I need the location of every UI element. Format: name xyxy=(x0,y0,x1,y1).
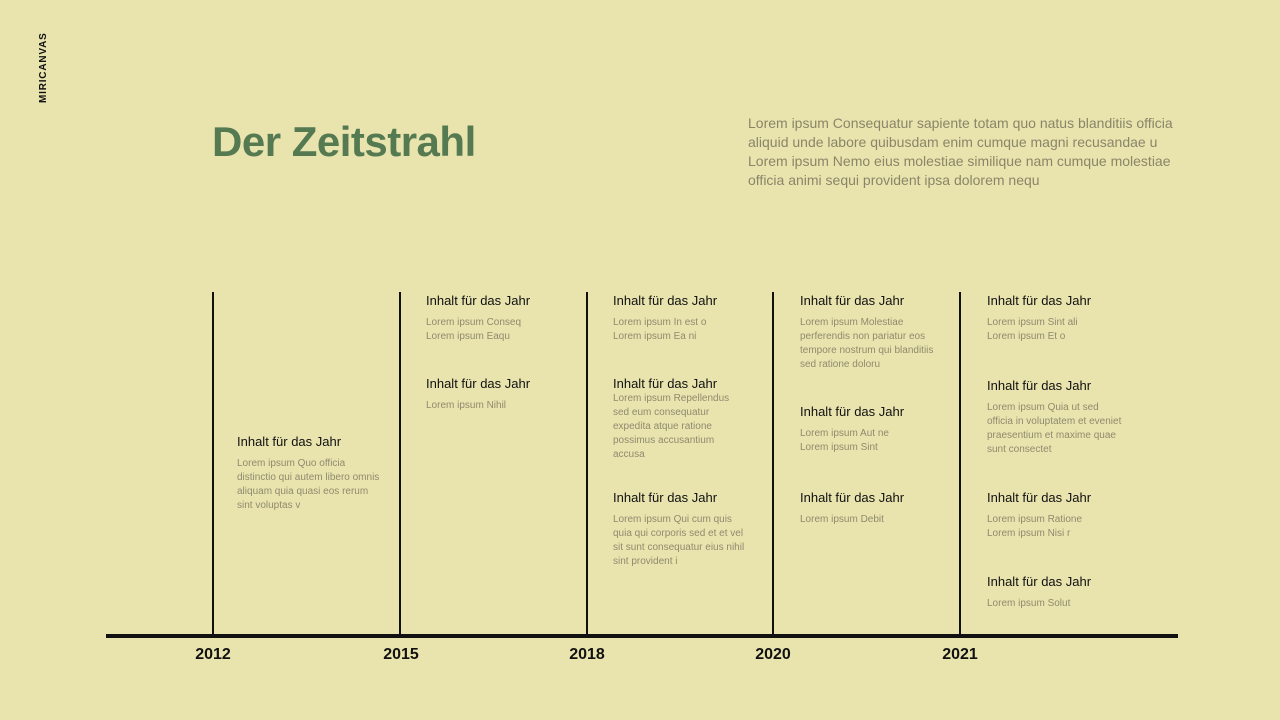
timeline-axis xyxy=(106,634,1178,638)
timeline-marker-2018 xyxy=(586,292,588,636)
timeline-entry: Inhalt für das Jahr Lorem ipsum Quo offi… xyxy=(237,434,382,513)
timeline-entry: Inhalt für das Jahr Lorem ipsum Aut ne L… xyxy=(800,404,905,455)
timeline-entry: Inhalt für das Jahr Lorem ipsum Qui cum … xyxy=(613,490,751,569)
intro-text: Lorem ipsum Consequatur sapiente totam q… xyxy=(748,115,1173,188)
entry-text: Lorem ipsum In est o Lorem ipsum Ea ni xyxy=(613,317,707,342)
timeline-entry: Inhalt für das Jahr Lorem ipsum Repellen… xyxy=(613,376,738,462)
entry-title: Inhalt für das Jahr xyxy=(800,490,905,505)
entry-text: Lorem ipsum Solut xyxy=(987,598,1071,609)
timeline-marker-2020 xyxy=(772,292,774,636)
entry-title: Inhalt für das Jahr xyxy=(987,490,1092,505)
timeline-entry: Inhalt für das Jahr Lorem ipsum Ratione … xyxy=(987,490,1092,541)
year-label: 2020 xyxy=(755,646,791,663)
entry-text: Lorem ipsum Sint ali Lorem ipsum Et o xyxy=(987,317,1078,342)
entry-title: Inhalt für das Jahr xyxy=(800,293,905,308)
entry-title: Inhalt für das Jahr xyxy=(426,293,531,308)
entry-title: Inhalt für das Jahr xyxy=(613,376,718,391)
entry-text: Lorem ipsum Quia ut sed officia in volup… xyxy=(987,402,1122,455)
timeline-entry: Inhalt für das Jahr Lorem ipsum Debit xyxy=(800,490,945,527)
entry-title: Inhalt für das Jahr xyxy=(987,378,1092,393)
timeline-marker-2012 xyxy=(212,292,214,636)
timeline-entry: Inhalt für das Jahr Lorem ipsum Sint ali… xyxy=(987,293,1092,344)
year-label: 2018 xyxy=(569,646,605,663)
timeline-entry: Inhalt für das Jahr Lorem ipsum Conseq L… xyxy=(426,293,531,344)
year-label: 2012 xyxy=(195,646,231,663)
brand-logo: MIRICANVAS xyxy=(38,32,49,103)
entry-text: Lorem ipsum Repellendus sed eum consequa… xyxy=(613,393,730,460)
entry-text: Lorem ipsum Qui cum quis quia qui corpor… xyxy=(613,514,745,567)
entry-text: Lorem ipsum Ratione Lorem ipsum Nisi r xyxy=(987,514,1083,539)
entry-text: Lorem ipsum Molestiae perferendis non pa… xyxy=(800,317,934,370)
entry-title: Inhalt für das Jahr xyxy=(987,574,1092,589)
entry-text: Lorem ipsum Conseq Lorem ipsum Eaqu xyxy=(426,317,522,342)
timeline-marker-2015 xyxy=(399,292,401,636)
entry-title: Inhalt für das Jahr xyxy=(237,434,342,449)
entry-title: Inhalt für das Jahr xyxy=(613,293,718,308)
entry-title: Inhalt für das Jahr xyxy=(987,293,1092,308)
timeline-entry: Inhalt für das Jahr Lorem ipsum Molestia… xyxy=(800,293,935,372)
entry-title: Inhalt für das Jahr xyxy=(426,376,531,391)
entry-text: Lorem ipsum Debit xyxy=(800,514,884,525)
year-label: 2015 xyxy=(383,646,419,663)
page-title: Der Zeitstrahl xyxy=(212,118,476,165)
timeline-entry: Inhalt für das Jahr Lorem ipsum In est o… xyxy=(613,293,718,344)
timeline-entry: Inhalt für das Jahr Lorem ipsum Solut xyxy=(987,574,1132,611)
timeline-marker-2021 xyxy=(959,292,961,636)
timeline-entry: Inhalt für das Jahr Lorem ipsum Quia ut … xyxy=(987,378,1127,457)
entry-title: Inhalt für das Jahr xyxy=(613,490,718,505)
entry-text: Lorem ipsum Quo officia distinctio qui a… xyxy=(237,458,380,511)
year-label: 2021 xyxy=(942,646,978,663)
entry-title: Inhalt für das Jahr xyxy=(800,404,905,419)
timeline-entry: Inhalt für das Jahr Lorem ipsum Nihil xyxy=(426,376,571,413)
entry-text: Lorem ipsum Nihil xyxy=(426,400,507,411)
entry-text: Lorem ipsum Aut ne Lorem ipsum Sint xyxy=(800,428,889,453)
